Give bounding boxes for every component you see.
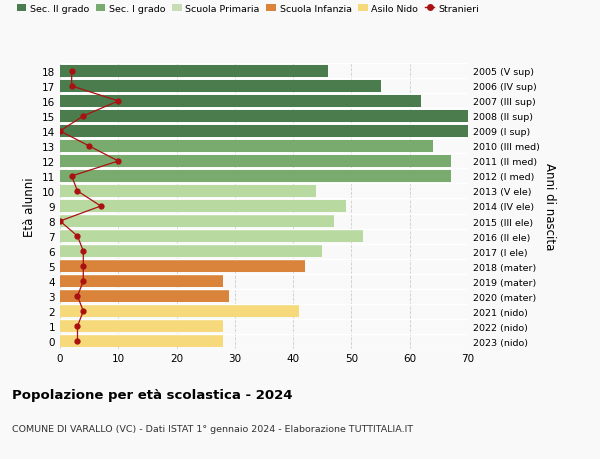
Bar bbox=[60, 320, 223, 332]
Bar bbox=[60, 290, 229, 302]
Bar bbox=[60, 230, 363, 243]
Bar bbox=[60, 66, 328, 78]
Text: Popolazione per età scolastica - 2024: Popolazione per età scolastica - 2024 bbox=[12, 388, 293, 401]
Bar bbox=[60, 170, 451, 183]
Bar bbox=[60, 305, 299, 318]
Bar bbox=[60, 215, 334, 228]
Bar bbox=[60, 260, 305, 273]
Bar bbox=[60, 81, 380, 93]
Bar bbox=[60, 335, 223, 347]
Bar bbox=[60, 185, 316, 198]
Bar bbox=[60, 246, 322, 257]
Bar bbox=[60, 275, 223, 288]
Legend: Sec. II grado, Sec. I grado, Scuola Primaria, Scuola Infanzia, Asilo Nido, Stran: Sec. II grado, Sec. I grado, Scuola Prim… bbox=[17, 5, 479, 14]
Bar bbox=[60, 140, 433, 153]
Y-axis label: Età alunni: Età alunni bbox=[23, 177, 37, 236]
Y-axis label: Anni di nascita: Anni di nascita bbox=[544, 163, 556, 250]
Bar bbox=[60, 111, 468, 123]
Bar bbox=[60, 125, 468, 138]
Bar bbox=[60, 201, 346, 213]
Bar bbox=[60, 95, 421, 108]
Text: COMUNE DI VARALLO (VC) - Dati ISTAT 1° gennaio 2024 - Elaborazione TUTTITALIA.IT: COMUNE DI VARALLO (VC) - Dati ISTAT 1° g… bbox=[12, 425, 413, 434]
Bar bbox=[60, 156, 451, 168]
